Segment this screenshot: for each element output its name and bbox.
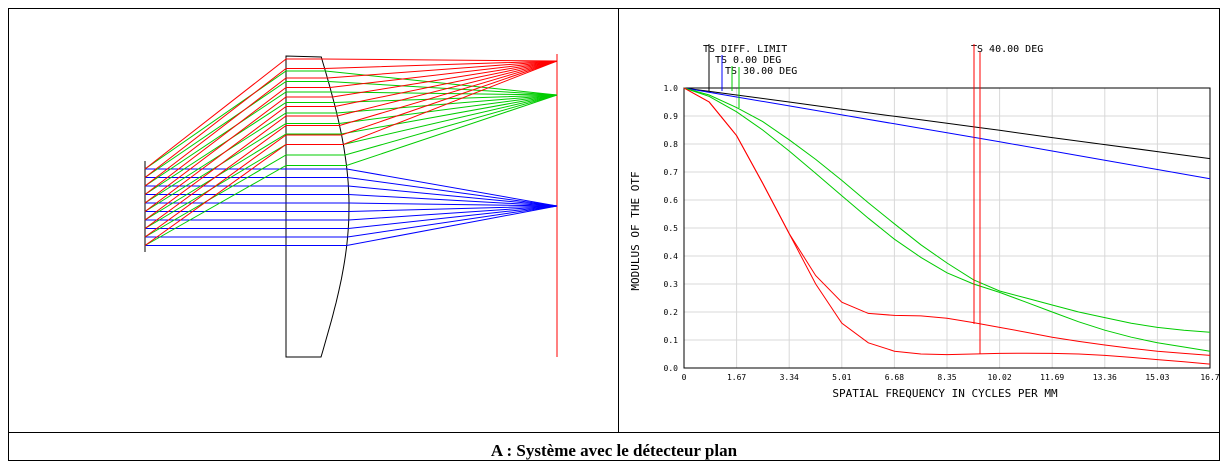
ray [145, 205, 558, 229]
x-tick-label: 0 [682, 373, 687, 382]
x-tick-label: 16.7 [1200, 373, 1219, 382]
ray [145, 205, 558, 221]
y-axis-label: MODULUS OF THE OTF [629, 171, 642, 290]
ray [144, 94, 558, 195]
y-tick-label: 0.0 [664, 364, 679, 373]
ray [144, 94, 558, 238]
legend-label: TS DIFF. LIMIT [703, 44, 787, 55]
legend-label: TS 30.00 DEG [725, 66, 797, 77]
ray [144, 60, 558, 195]
legend-label: TS 40.00 DEG [971, 44, 1043, 55]
ray [144, 94, 558, 204]
rays-30-deg [144, 70, 558, 246]
y-tick-label: 0.8 [664, 140, 679, 149]
ray [145, 205, 558, 238]
x-tick-label: 6.68 [885, 373, 904, 382]
ray [144, 60, 558, 212]
ray [144, 70, 558, 170]
series-line [683, 87, 1211, 160]
ray [145, 205, 558, 246]
mtf-series-group [683, 87, 1211, 365]
ray [145, 202, 558, 207]
series-line [683, 87, 1211, 352]
ray [144, 81, 558, 178]
x-tick-label: 1.67 [727, 373, 746, 382]
mtf-tick-labels: 0 1.67 3.34 5.01 6.68 8.35 10.02 11.69 13.36 15.0… [664, 84, 1219, 382]
ray [144, 60, 558, 187]
cell-divider-vertical [618, 8, 619, 433]
ray [144, 94, 558, 229]
ray [145, 205, 558, 212]
mtf-chart: 0 1.67 3.34 5.01 6.68 8.35 10.02 11.69 13.36 15.0… [629, 44, 1219, 400]
ray [144, 60, 558, 229]
legend-label: TS 0.00 DEG [715, 55, 781, 66]
y-tick-label: 0.9 [664, 112, 679, 121]
y-tick-label: 0.3 [664, 280, 679, 289]
ray [144, 94, 558, 246]
x-tick-label: 5.01 [832, 373, 851, 382]
x-tick-label: 10.02 [988, 373, 1012, 382]
ray [144, 60, 558, 238]
x-tick-label: 13.36 [1093, 373, 1117, 382]
mtf-grid [683, 87, 1211, 369]
y-tick-label: 0.6 [664, 196, 679, 205]
plot-frame [683, 87, 1211, 369]
ray [144, 60, 558, 178]
y-tick-label: 0.1 [664, 336, 679, 345]
figure-caption: A : Système avec le détecteur plan [490, 441, 738, 460]
ray [144, 91, 558, 187]
rays-40-deg [144, 58, 558, 246]
x-tick-label: 8.35 [937, 373, 956, 382]
x-tick-label: 3.34 [780, 373, 799, 382]
lens-element [285, 55, 350, 358]
rays-0-deg [145, 168, 558, 246]
y-tick-label: 0.5 [664, 224, 679, 233]
y-tick-label: 1.0 [664, 84, 679, 93]
lens-layout-diagram [144, 54, 558, 358]
series-line [683, 87, 1211, 333]
ray [144, 60, 558, 221]
y-tick-label: 0.7 [664, 168, 679, 177]
cell-divider-horizontal [8, 432, 1220, 433]
y-tick-label: 0.2 [664, 308, 679, 317]
series-line [683, 87, 1211, 365]
ray [145, 168, 558, 207]
ray [144, 58, 558, 170]
y-tick-label: 0.4 [664, 252, 679, 261]
x-tick-label: 15.03 [1145, 373, 1169, 382]
series-line [683, 87, 1211, 180]
x-axis-label: SPATIAL FREQUENCY IN CYCLES PER MM [832, 387, 1058, 400]
x-tick-label: 11.69 [1040, 373, 1064, 382]
ray [144, 60, 558, 204]
ray [144, 60, 558, 246]
